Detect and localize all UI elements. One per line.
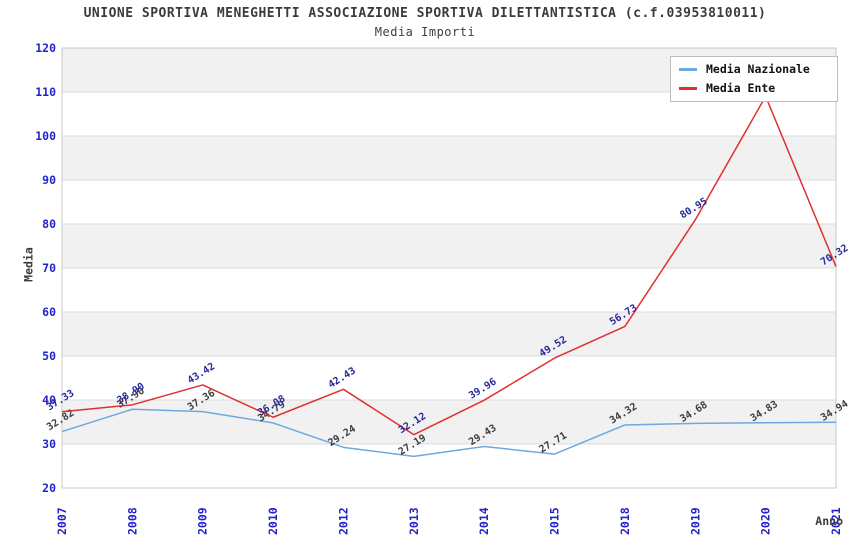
- plot-band: [62, 312, 836, 356]
- y-tick-label: 30: [42, 437, 56, 451]
- plot-band: [62, 356, 836, 400]
- plot-band: [62, 224, 836, 268]
- plot-band: [62, 400, 836, 444]
- x-tick-label: 2013: [407, 507, 421, 535]
- y-tick-label: 50: [42, 349, 56, 363]
- y-tick-label: 70: [42, 261, 56, 275]
- y-tick-label: 90: [42, 173, 56, 187]
- legend-item-media-ente: Media Ente: [679, 81, 829, 95]
- y-tick-label: 110: [35, 85, 56, 99]
- x-tick-label: 2007: [55, 507, 69, 535]
- x-tick-label: 2009: [196, 507, 210, 535]
- x-axis-title: Anno: [815, 514, 843, 528]
- x-tick-label: 2019: [688, 507, 702, 535]
- chart-title: UNIONE SPORTIVA MENEGHETTI ASSOCIAZIONE …: [83, 6, 767, 21]
- plot-band: [62, 444, 836, 488]
- y-tick-label: 120: [35, 41, 56, 55]
- y-axis-title: Media: [21, 247, 36, 282]
- plot-band: [62, 136, 836, 180]
- y-tick-label: 60: [42, 305, 56, 319]
- plot-border: [61, 47, 837, 489]
- legend: Media Nazionale Media Ente: [670, 56, 838, 102]
- legend-swatch-icon: [679, 67, 697, 71]
- series-line-media-nazionale: [61, 408, 837, 458]
- x-tick-label: 2014: [477, 507, 491, 535]
- y-tick-label: 40: [42, 393, 56, 407]
- x-tick-label: 2012: [336, 507, 350, 535]
- series-line-media-ente: [61, 95, 837, 436]
- y-tick-label: 100: [35, 129, 56, 143]
- plot-band: [62, 268, 836, 312]
- x-tick-label: 2015: [548, 507, 562, 535]
- legend-label: Media Nazionale: [706, 62, 810, 76]
- y-tick-label: 20: [42, 481, 56, 495]
- legend-swatch-icon: [679, 86, 697, 90]
- plot-band: [62, 180, 836, 224]
- y-tick-label: 80: [42, 217, 56, 231]
- chart-subtitle: Media Importi: [374, 25, 476, 39]
- x-tick-label: 2021: [829, 507, 843, 535]
- x-tick-label: 2018: [618, 507, 632, 535]
- legend-label: Media Ente: [706, 81, 776, 95]
- x-tick-label: 2010: [266, 507, 280, 535]
- x-tick-label: 2020: [759, 507, 773, 535]
- x-tick-label: 2008: [125, 507, 139, 535]
- legend-item-media-nazionale: Media Nazionale: [679, 62, 829, 76]
